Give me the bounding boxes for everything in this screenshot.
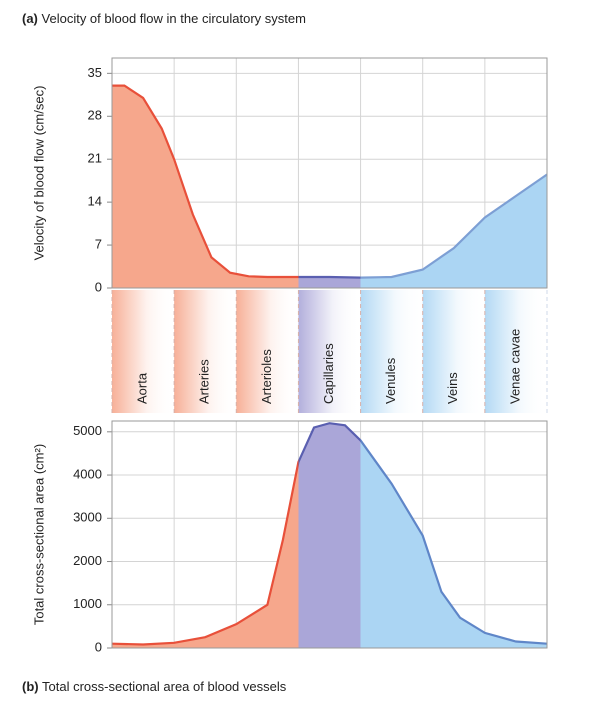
y-tick-label: 2000 — [73, 553, 102, 568]
panel-label: (a) — [22, 11, 38, 26]
y-tick-label: 0 — [95, 639, 102, 654]
y-tick-label: 0 — [95, 279, 102, 294]
category-cell — [174, 290, 237, 413]
area — [112, 85, 547, 288]
category-cell — [484, 290, 547, 413]
y-tick-label: 7 — [95, 237, 102, 252]
category-cell — [112, 290, 175, 413]
plot-frame — [111, 57, 548, 289]
category-label: Aorta — [135, 372, 150, 404]
title-a: (a) Velocity of blood flow in the circul… — [22, 11, 306, 26]
area — [112, 423, 547, 648]
panel-label: (b) — [22, 679, 39, 694]
category-label: Veins — [445, 372, 460, 404]
category-cell — [236, 290, 299, 413]
category-label: Arteries — [197, 359, 212, 404]
category-label: Venules — [383, 357, 398, 404]
line — [111, 422, 548, 646]
y-tick-label: 21 — [88, 151, 102, 166]
title: Total cross-sectional area of blood vess… — [42, 679, 287, 694]
category-label: Capillaries — [321, 343, 336, 404]
y-tick-label: 1000 — [73, 596, 102, 611]
category-cell — [422, 290, 485, 413]
y-tick-label: 14 — [88, 194, 102, 209]
y-tick-label: 3000 — [73, 510, 102, 525]
y-axis-label: Velocity of blood flow (cm/sec) — [31, 86, 46, 261]
plot-frame — [111, 420, 548, 649]
y-tick-label: 5000 — [73, 423, 102, 438]
line — [112, 84, 548, 279]
category-label: Venae cavae — [507, 329, 522, 404]
title: Velocity of blood flow in the circulator… — [42, 11, 306, 26]
y-axis-label: Total cross-sectional area (cm²) — [31, 444, 46, 625]
category-label: Arterioles — [259, 349, 274, 404]
y-tick-label: 4000 — [73, 466, 102, 481]
category-cell — [360, 290, 423, 413]
category-cell — [298, 290, 361, 413]
y-tick-label: 35 — [88, 65, 102, 80]
y-tick-label: 28 — [88, 108, 102, 123]
title-b: (b) Total cross-sectional area of blood … — [22, 679, 287, 694]
